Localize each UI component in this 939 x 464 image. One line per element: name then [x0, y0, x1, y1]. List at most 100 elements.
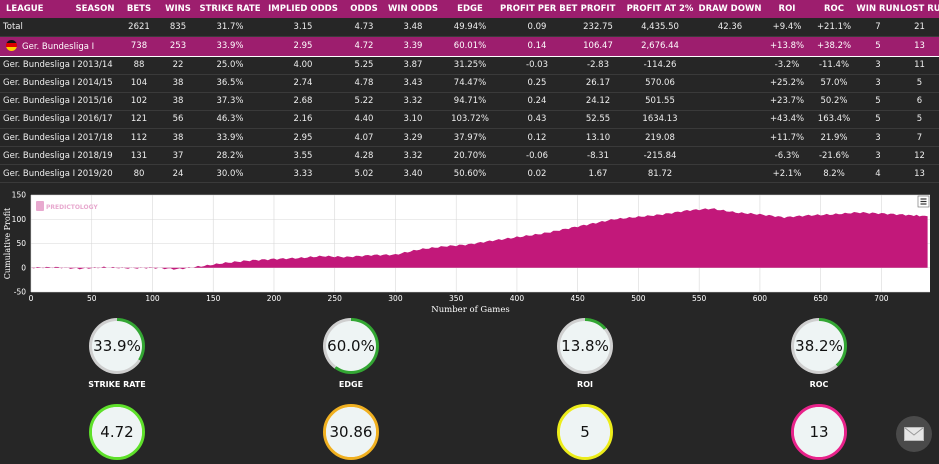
- cell-text: 21: [914, 21, 925, 32]
- cell-text: -0.03: [526, 60, 548, 71]
- table-cell: 52.55: [574, 110, 622, 129]
- column-header[interactable]: LEAGUE: [0, 0, 72, 18]
- table-cell: 103.72%: [440, 110, 500, 129]
- gauge-value: 60.0%: [326, 321, 376, 371]
- table-row[interactable]: Ger. Bundesliga I 2015/16 102 38 37.3% 2.68 5.…: [0, 92, 939, 111]
- column-header[interactable]: DRAW DOWN: [698, 0, 762, 18]
- column-header[interactable]: WIN ODDS: [386, 0, 440, 18]
- table-cell: 4.72: [342, 35, 386, 57]
- cell-text: 2.68: [293, 96, 313, 107]
- table-row[interactable]: Ger. Bundesliga I 2013/14 88 22 25.0% 4.00 5.2…: [0, 56, 939, 75]
- gauge-value: 38.2%: [794, 321, 844, 371]
- table-cell: +25.2%: [762, 74, 812, 93]
- gauge-3: 13.8%: [557, 318, 613, 374]
- cell-text: 0.12: [527, 132, 547, 143]
- column-header[interactable]: ODDS: [342, 0, 386, 18]
- table-row[interactable]: Ger. Bundesliga I 2017/18 112 38 33.9% 2.95 4.…: [0, 128, 939, 148]
- table-cell: -6.3%: [762, 146, 812, 166]
- table-cell: 2017/18: [72, 128, 118, 148]
- cell-text: 5: [875, 114, 881, 125]
- x-tick-label: 700: [874, 294, 889, 303]
- table-cell: 5: [856, 92, 900, 111]
- column-header[interactable]: ROI: [762, 0, 812, 18]
- cell-text: Ger. Bundesliga I: [3, 168, 76, 179]
- column-header[interactable]: PROFIT PER BET: [500, 0, 577, 18]
- table-cell: [698, 110, 762, 129]
- cell-text: -2.83: [587, 60, 609, 71]
- cell-text: 3: [875, 132, 881, 143]
- cell-text: +43.4%: [769, 114, 805, 125]
- column-header[interactable]: WIN RUN: [856, 0, 900, 18]
- table-cell: 26.17: [574, 74, 622, 93]
- table-cell: 37.3%: [196, 92, 264, 111]
- table-cell: 3.15: [264, 18, 342, 37]
- x-tick-label: 0: [29, 294, 34, 303]
- cell-text: 3.33: [293, 168, 313, 179]
- cell-text: 570.06: [645, 78, 675, 89]
- mail-button[interactable]: [896, 416, 932, 452]
- cell-text: 24.12: [585, 96, 611, 107]
- table-cell: 2015/16: [72, 92, 118, 111]
- table-cell: 24.12: [574, 92, 622, 111]
- cell-text: +38.2%: [816, 41, 852, 52]
- cell-text: Ger. Bundesliga I: [3, 132, 76, 143]
- table-cell: 1634.13: [622, 110, 698, 129]
- table-row[interactable]: Ger. Bundesliga I 2014/15 104 38 36.5% 2.74 4.…: [0, 74, 939, 93]
- column-header[interactable]: WINS: [160, 0, 196, 18]
- total-row[interactable]: Total 2621 835 31.7% 3.15 4.73 3.48 49.94% 0.09 2…: [0, 18, 939, 37]
- table-cell: +21.1%: [812, 18, 856, 37]
- cell-text: 103.72%: [451, 114, 489, 125]
- table-cell: 28.2%: [196, 146, 264, 166]
- cumulative-profit-chart: 0 50 100 150 200 250 300 350 400 450 500 550 600 650 7…: [3, 191, 930, 315]
- table-cell: Ger. Bundesliga I: [0, 164, 76, 184]
- column-header[interactable]: PROFIT: [574, 0, 622, 18]
- table-cell: 104: [118, 74, 160, 93]
- table-cell: Ger. Bundesliga I: [0, 56, 75, 75]
- cell-text: 37.3%: [216, 96, 244, 107]
- table-cell: 2018/19: [72, 146, 118, 166]
- cell-text: 24: [172, 168, 184, 179]
- column-header[interactable]: STRIKE RATE: [196, 0, 264, 18]
- cell-text: 42.36: [717, 21, 743, 32]
- cell-text: 33.9%: [216, 41, 244, 52]
- table-row[interactable]: Ger. Bundesliga I 2019/20 80 24 30.0% 3.33 5.0…: [0, 164, 939, 184]
- table-cell: 80: [118, 164, 160, 184]
- x-tick-label: 450: [571, 294, 586, 303]
- cell-text: 5: [916, 114, 923, 125]
- table-cell: 5.22: [342, 92, 386, 111]
- column-header[interactable]: PROFIT AT 2%: [622, 0, 698, 18]
- gauge-value: 4.72: [92, 407, 142, 457]
- cell-text: 112: [130, 132, 148, 143]
- table-cell: 2.74: [264, 74, 342, 93]
- cell-text: 37.97%: [453, 132, 487, 143]
- table-cell: 37: [160, 146, 196, 166]
- table-cell: 0.12: [500, 128, 574, 148]
- table-cell: 50.2%: [812, 92, 856, 111]
- cell-text: 36.5%: [216, 78, 244, 89]
- cell-text: 2.95: [293, 132, 313, 143]
- chart-menu-hamburger-icon[interactable]: [917, 195, 930, 208]
- column-header[interactable]: EDGE: [440, 0, 500, 18]
- table-cell: 112: [118, 128, 160, 148]
- column-header[interactable]: BETS: [118, 0, 160, 18]
- column-header[interactable]: LOST RUN: [900, 0, 939, 18]
- cell-text: 21.9%: [820, 132, 848, 143]
- cell-text: 12: [914, 150, 925, 161]
- table-cell: 501.55: [622, 92, 698, 111]
- column-header[interactable]: ROC: [812, 0, 856, 18]
- x-tick-label: 600: [753, 294, 768, 303]
- table-cell: 3.87: [386, 56, 440, 75]
- cell-text: Total: [3, 21, 23, 32]
- column-header[interactable]: IMPLIED ODDS: [264, 0, 342, 18]
- table-row[interactable]: Ger. Bundesliga I 2016/17 121 56 46.3% 2.16 4.…: [0, 110, 939, 129]
- column-header[interactable]: SEASON: [72, 0, 118, 18]
- league-summary-row[interactable]: Ger. Bundesliga I 738 253 33.9% 2.95 4.72 3.39…: [0, 35, 939, 57]
- table-cell: 38: [160, 74, 196, 93]
- table-cell: 5: [856, 110, 900, 129]
- cell-text: -8.31: [587, 150, 609, 161]
- table-cell: [698, 92, 762, 111]
- table-cell: 131: [118, 146, 160, 166]
- table-row[interactable]: Ger. Bundesliga I 2018/19 131 37 28.2% 3.55 4.…: [0, 146, 939, 166]
- cell-text: 0.09: [527, 21, 547, 32]
- cell-text: 4.72: [354, 41, 374, 52]
